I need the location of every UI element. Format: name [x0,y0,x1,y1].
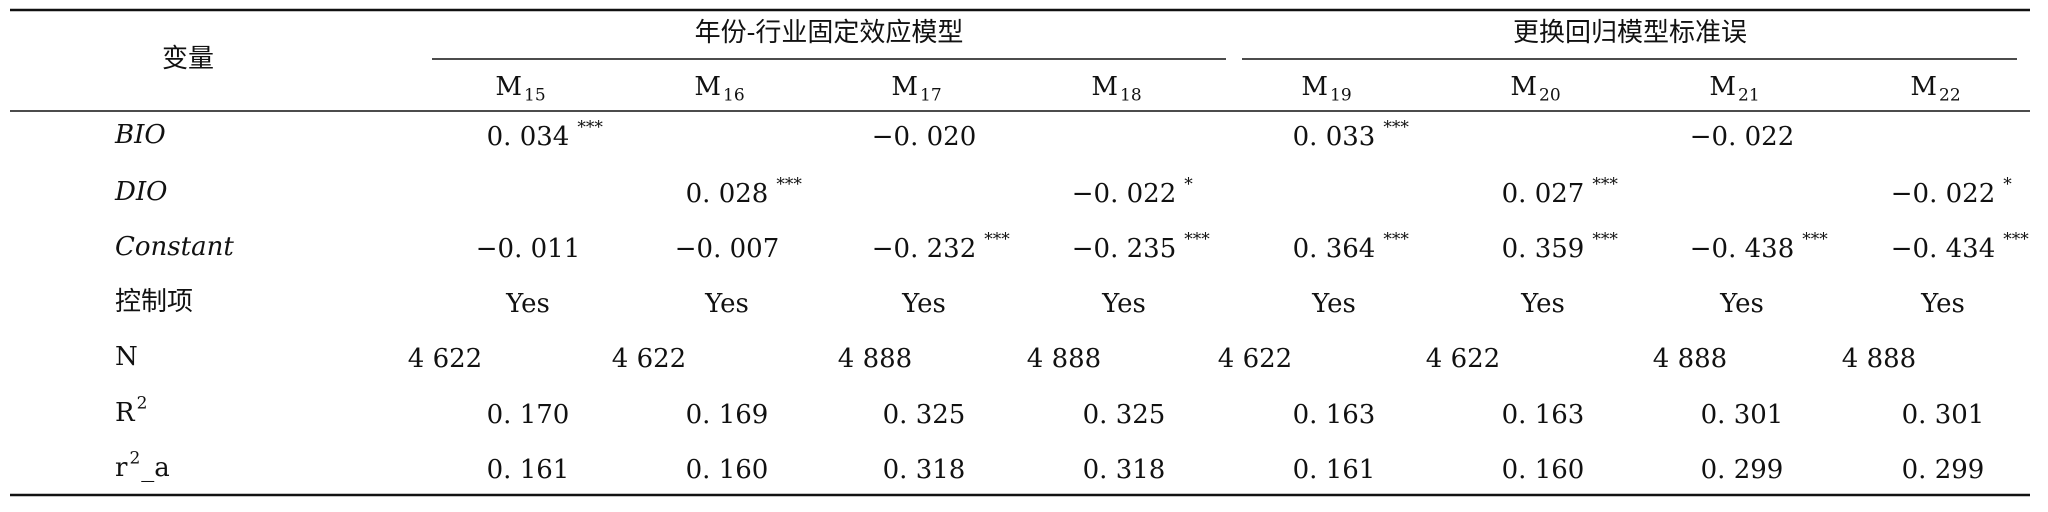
cell-value: −0. 438 [1690,234,1794,264]
cell-value: Yes [505,289,550,319]
cell-value: 0. 163 [1502,400,1585,430]
cell-value: 0. 027 [1502,179,1585,209]
significance-stars: *** [1383,230,1409,250]
cell-value: 0. 028 [686,179,769,209]
significance-stars: *** [2003,230,2029,250]
cell-value: 4 622 [612,344,686,374]
cell-value: 0. 033 [1293,122,1376,152]
cell-value: −0. 022 [1891,179,1995,209]
column-subscript: 16 [723,86,745,106]
cell-value: −0. 011 [476,234,580,264]
significance-stars: *** [1184,230,1210,250]
row-label-suffix: _a [141,453,170,483]
cell-value: −0. 434 [1891,234,1995,264]
cell-value: −0. 235 [1072,234,1176,264]
cell-value: −0. 022 [1690,122,1794,152]
cell-value: 4 888 [1842,344,1916,374]
significance-stars: *** [577,118,603,138]
group-title: 更换回归模型标准误 [1513,18,1747,48]
row-label-sup: 2 [129,449,140,469]
significance-stars: *** [1592,175,1618,195]
cell-value: 0. 318 [883,455,966,485]
cell-value: 0. 161 [1293,455,1376,485]
column-subscript: 22 [1939,86,1961,106]
cell-value: 0. 325 [883,400,966,430]
cell-value: −0. 232 [872,234,976,264]
cell-value: Yes [1520,289,1565,319]
row-label: r [115,453,128,483]
cell-value: 0. 034 [487,122,570,152]
row-label: DIO [114,177,167,207]
row-label-header: 变量 [162,44,214,74]
cell-value: 0. 364 [1293,234,1376,264]
cell-value: 4 888 [838,344,912,374]
cell-value: −0. 022 [1072,179,1176,209]
row-label-sup: 2 [137,394,148,414]
cell-value: 0. 170 [487,400,570,430]
cell-value: 0. 299 [1902,455,1985,485]
cell-value: Yes [1719,289,1764,319]
column-subscript: 20 [1539,86,1561,106]
significance-stars: *** [1802,230,1828,250]
cell-value: Yes [1101,289,1146,319]
cell-value: −0. 020 [872,122,976,152]
column-subscript: 17 [920,86,942,106]
column-subscript: 19 [1330,86,1352,106]
significance-stars: * [2003,175,2012,195]
cell-value: Yes [704,289,749,319]
row-label: Constant [115,232,234,262]
cell-value: 4 622 [408,344,482,374]
column-subscript: 18 [1120,86,1142,106]
cell-value: 0. 169 [686,400,769,430]
cell-value: Yes [901,289,946,319]
column-header: M [694,72,721,102]
cell-value: 0. 318 [1083,455,1166,485]
cell-value: 0. 301 [1902,400,1985,430]
column-header: M [1510,72,1537,102]
column-header: M [1910,72,1937,102]
cell-value: 0. 325 [1083,400,1166,430]
column-header: M [891,72,918,102]
column-header: M [1091,72,1118,102]
column-header: M [495,72,522,102]
significance-stars: *** [776,175,802,195]
cell-value: 0. 301 [1701,400,1784,430]
column-subscript: 15 [524,86,546,106]
significance-stars: *** [1592,230,1618,250]
significance-stars: *** [984,230,1010,250]
column-subscript: 21 [1738,86,1760,106]
column-header: M [1709,72,1736,102]
cell-value: 4 888 [1653,344,1727,374]
cell-value: 0. 163 [1293,400,1376,430]
row-label: R [115,398,136,428]
cell-value: 4 622 [1218,344,1292,374]
cell-value: 4 622 [1426,344,1500,374]
significance-stars: * [1184,175,1193,195]
cell-value: Yes [1920,289,1965,319]
cell-value: 0. 160 [1502,455,1585,485]
cell-value: Yes [1311,289,1356,319]
significance-stars: *** [1383,118,1409,138]
cell-value: 0. 160 [686,455,769,485]
cell-value: 0. 161 [487,455,570,485]
column-header: M [1301,72,1328,102]
cell-value: −0. 007 [675,234,779,264]
row-label: N [115,342,138,372]
cell-value: 0. 299 [1701,455,1784,485]
cell-value: 4 888 [1027,344,1101,374]
row-label: 控制项 [115,287,193,317]
group-title: 年份-行业固定效应模型 [695,18,964,48]
row-label: BIO [114,120,166,150]
cell-value: 0. 359 [1502,234,1585,264]
